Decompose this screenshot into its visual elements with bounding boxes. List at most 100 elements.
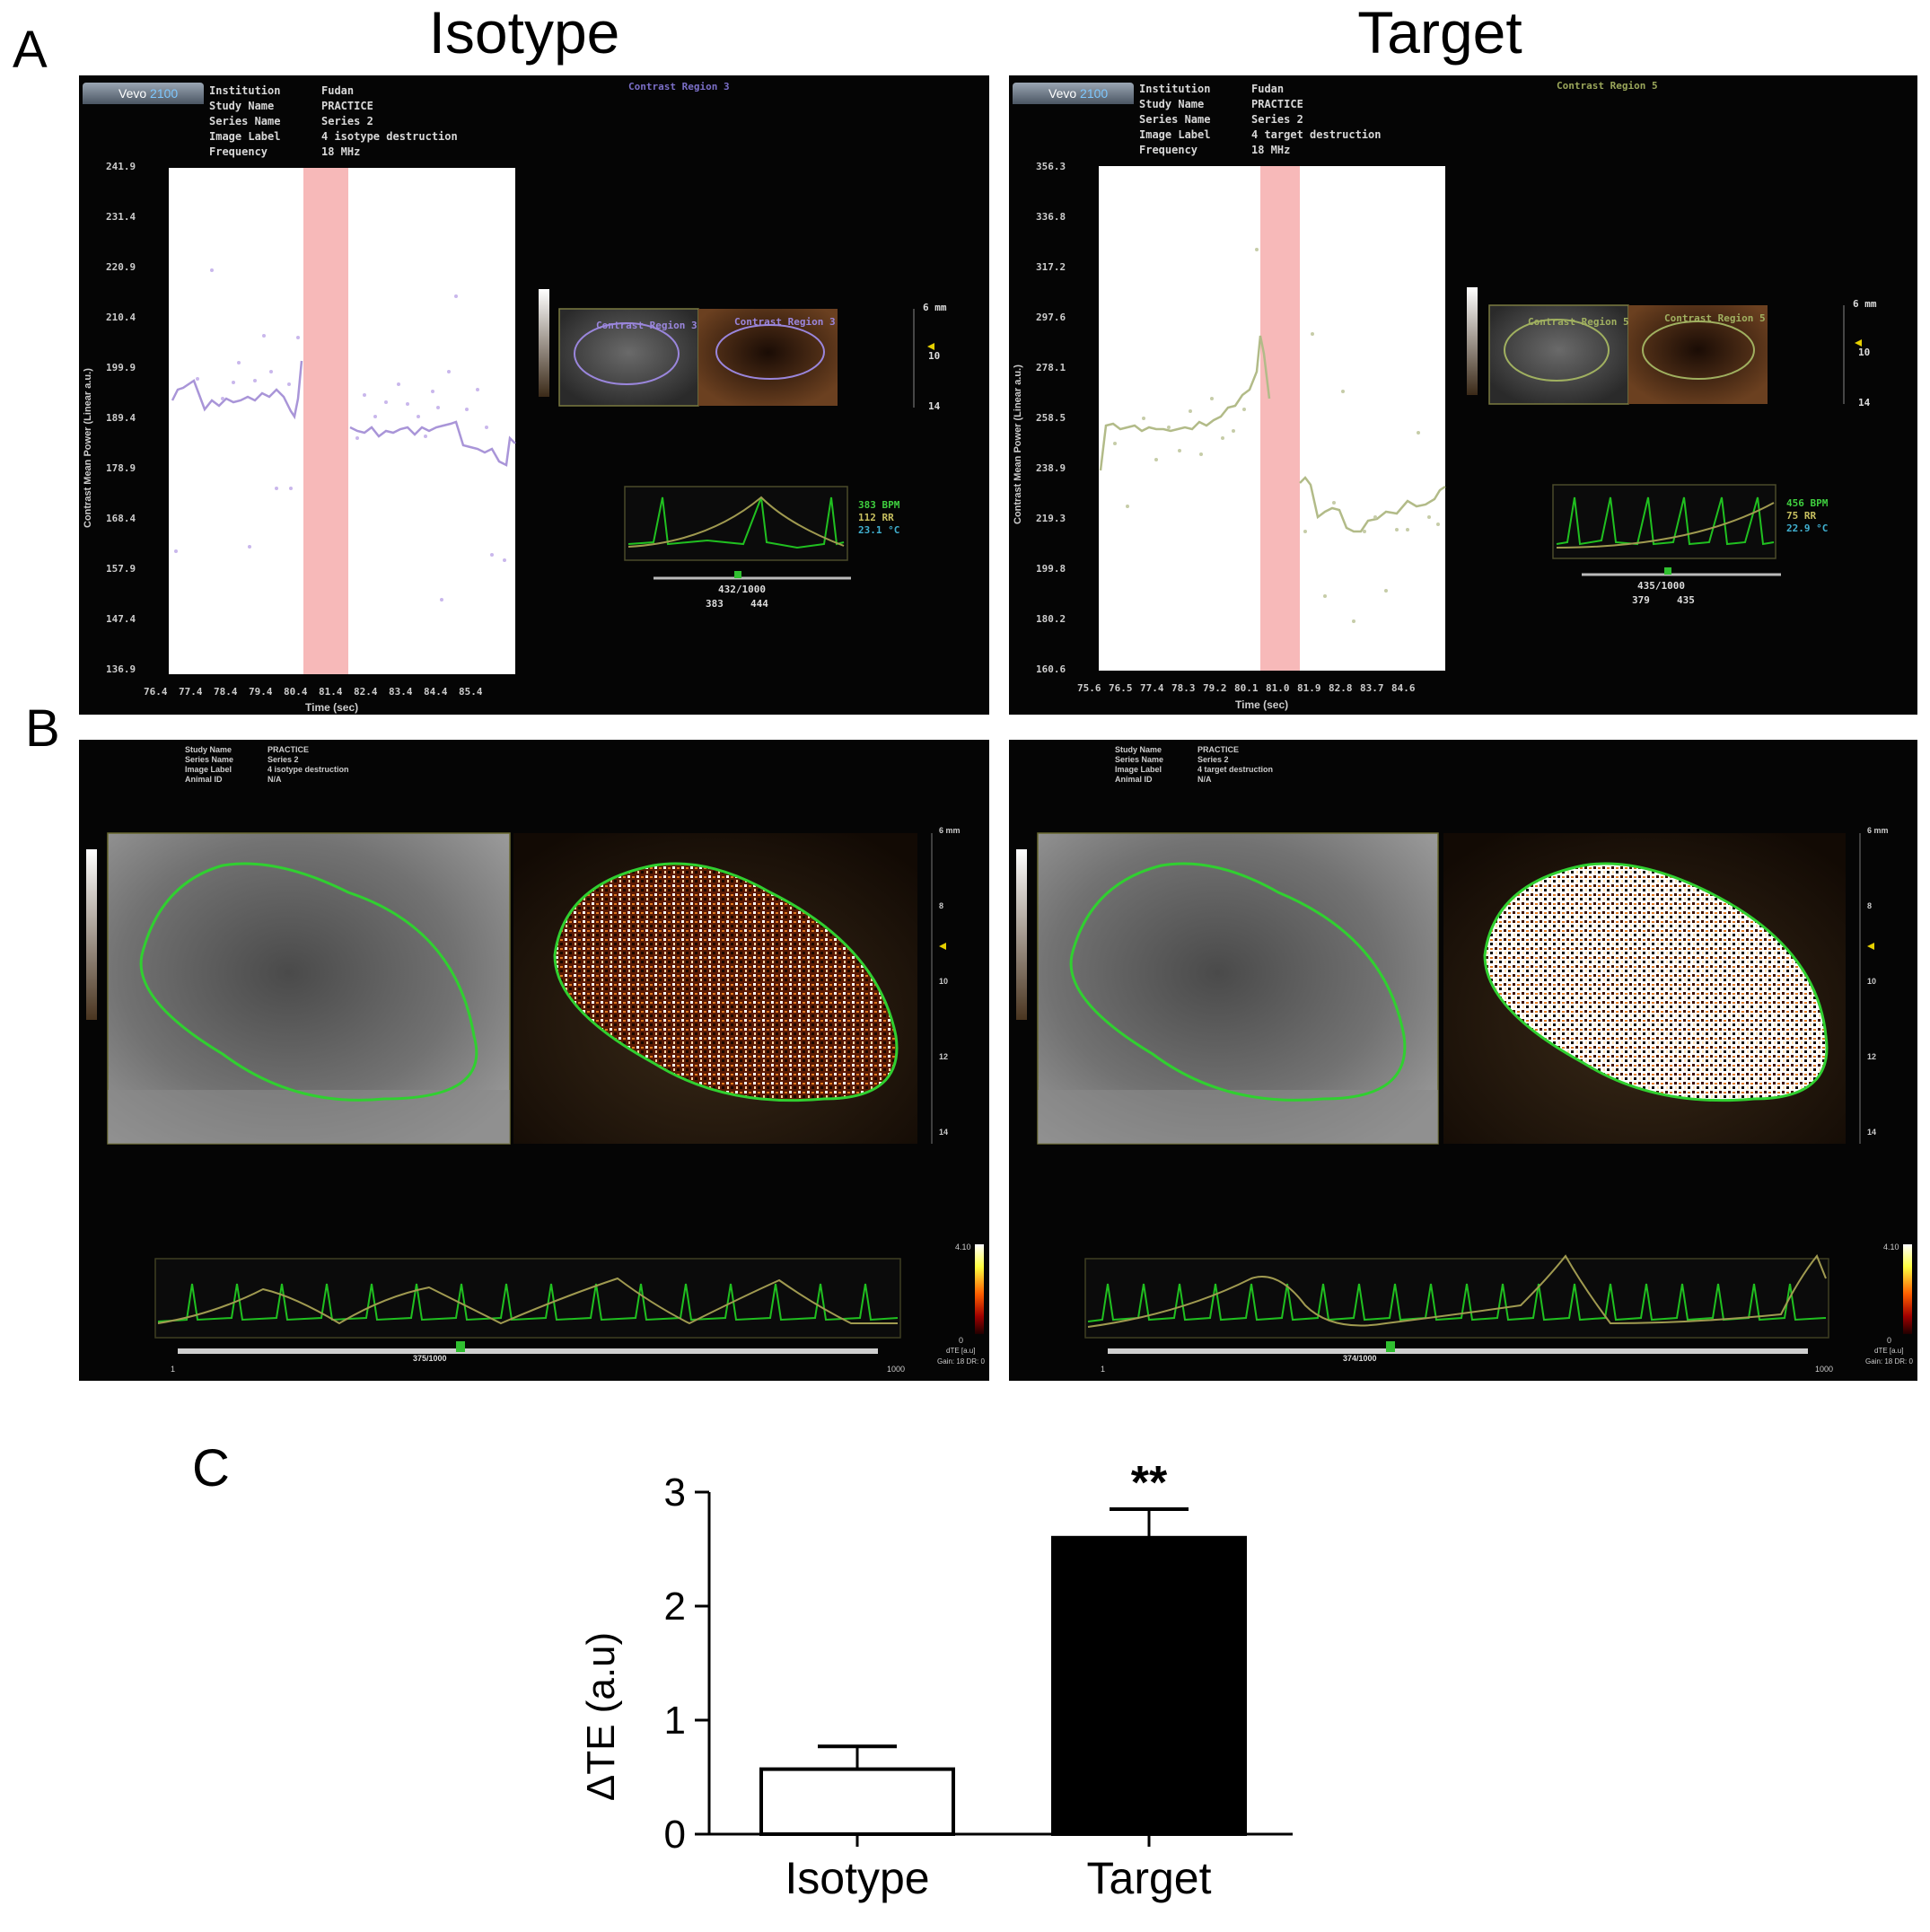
- timeline-end: 1000: [1815, 1365, 1834, 1374]
- bar-chart: ** 0 1 2 3 Isotype Target ΔTE (a.u): [579, 1457, 1293, 1903]
- depth-scale: 6 mm 8 10 12 14: [939, 826, 961, 1137]
- depth-label-bottom: 14: [928, 400, 941, 412]
- chart-ticks: 0 1 2 3 Isotype Target: [664, 1471, 1212, 1903]
- cine-timeline: [178, 1348, 878, 1354]
- roi-outline-bmode: [139, 862, 478, 1102]
- gain-readout: Gain: 18 DR: 0: [1865, 1357, 1913, 1366]
- trace-pre: [1099, 335, 1271, 471]
- chart-bars: **: [759, 1457, 1247, 1837]
- vevo-logo: Vevo 2100: [1013, 83, 1134, 104]
- study-info: Institution Fudan Study Name PRACTICE Seri…: [209, 84, 458, 158]
- cine-marker: [456, 1341, 465, 1352]
- destruction-band: [1260, 166, 1300, 671]
- roi-label-bmode: Contrast Region 3: [596, 320, 697, 331]
- gain-readout: Gain: 18 DR: 0: [937, 1357, 985, 1366]
- ultrasound-screen-target: Vevo 2100 Institution Fudan Study Name PRA…: [1009, 75, 1917, 715]
- column-title-target: Target: [1357, 0, 1522, 66]
- y-tick-label: 1: [664, 1699, 686, 1743]
- frame-counter: 435/1000: [1637, 580, 1685, 592]
- ultrasound-screen-isotype: Vevo 2100 Institution Fudan Study Name PRA…: [79, 75, 989, 715]
- frame-range-end: 435: [1677, 594, 1695, 606]
- time-intensity-plot: [169, 168, 934, 674]
- y-axis-label: ΔTE (a.u): [579, 1632, 623, 1801]
- frame-range-start: 379: [1632, 594, 1650, 606]
- frame-range-end: 444: [750, 598, 768, 610]
- panel-label-b: B: [25, 699, 60, 758]
- panel-label-c: C: [192, 1439, 230, 1497]
- x-tick-label: Target: [1087, 1853, 1212, 1903]
- x-tick-labels: 76.4 77.4 78.4 79.4 80.4 81.4 82.4 83.4 …: [144, 686, 483, 698]
- colorbar-max: 4.10: [955, 1243, 971, 1251]
- time-intensity-plot: [1099, 166, 1862, 671]
- timeline-end: 1000: [887, 1365, 906, 1374]
- cine-marker: [1664, 567, 1671, 575]
- colorbar-min: 0: [1887, 1336, 1892, 1345]
- study-info: Institution Fudan Study Name PRACTICE Seri…: [1139, 83, 1382, 156]
- colorbar-unit: dTE [a.u]: [946, 1347, 976, 1355]
- frame-counter: 375/1000: [413, 1354, 447, 1363]
- respiration-trace: [1087, 1254, 1827, 1328]
- y-tick-label: 2: [664, 1585, 686, 1629]
- respiration-trace: [157, 1277, 898, 1325]
- roi-label-contrast: Contrast Region 3: [734, 316, 836, 328]
- x-tick-label: Isotype: [785, 1853, 929, 1903]
- depth-label-bottom: 14: [1858, 397, 1871, 408]
- bar-target: [1051, 1535, 1247, 1837]
- scatter-points: [1113, 248, 1440, 623]
- colorbar-unit: dTE [a.u]: [1874, 1347, 1904, 1355]
- parametric-images: [1016, 832, 1912, 1354]
- trace-post: [1299, 476, 1446, 533]
- roi-label-bmode: Contrast Region 5: [1528, 316, 1629, 328]
- frame-counter: 374/1000: [1343, 1354, 1377, 1363]
- contrast-region-title: Contrast Region 5: [1557, 80, 1658, 92]
- depth-label-top: 6 mm: [1853, 298, 1877, 310]
- ecg-rr: 75 RR: [1786, 510, 1817, 522]
- frame-counter: 432/1000: [718, 584, 766, 595]
- x-axis-label: Time (sec): [1235, 698, 1289, 711]
- depth-label-mid: 10: [1858, 347, 1871, 358]
- ecg-trace: [1087, 1283, 1827, 1322]
- b-mode-thumbnail: [1488, 304, 1629, 405]
- ecg-bpm: 383 BPM: [858, 499, 900, 511]
- study-info: Study Name PRACTICE Series Name Series 2 I…: [1115, 745, 1274, 784]
- ecg-bpm: 456 BPM: [1786, 497, 1829, 509]
- dte-colorbar: [1903, 1244, 1912, 1334]
- vevo-logo: Vevo 2100: [83, 83, 204, 104]
- ecg-temp: 23.1 °C: [858, 524, 900, 536]
- study-info: Study Name PRACTICE Series Name Series 2 I…: [185, 745, 349, 784]
- column-title-isotype: Isotype: [428, 0, 620, 66]
- colorbar-min: 0: [959, 1336, 964, 1345]
- roi-outline-contrast: [1483, 862, 1829, 1102]
- parametric-images: [86, 832, 984, 1354]
- roi-outline-contrast: [553, 862, 899, 1102]
- panel-label-a: A: [13, 21, 48, 79]
- trace-pre: [171, 360, 303, 420]
- ecg-box: [1084, 1258, 1829, 1339]
- colorbar-max: 4.10: [1883, 1243, 1899, 1251]
- destruction-band: [303, 168, 348, 674]
- timeline-start: 1: [1101, 1365, 1106, 1374]
- x-axis-label: Time (sec): [305, 701, 359, 714]
- x-tick-labels: 75.6 76.5 77.4 78.3 79.2 80.1 81.0 81.9 …: [1077, 682, 1416, 694]
- depth-label-mid: 10: [928, 350, 941, 362]
- cine-timeline: [1108, 1348, 1808, 1354]
- ecg-rr: 112 RR: [858, 512, 894, 523]
- respiration-trace: [627, 496, 845, 548]
- ecg-box: [154, 1258, 901, 1339]
- dte-colorbar: [975, 1244, 984, 1334]
- respiration-trace: [1556, 502, 1775, 549]
- y-tick-label: 3: [664, 1471, 686, 1515]
- scatter-points: [174, 268, 506, 602]
- roi-label-contrast: Contrast Region 5: [1664, 312, 1766, 324]
- ecg-temp: 22.9 °C: [1786, 523, 1829, 534]
- parametric-screen-isotype: Study Name PRACTICE Series Name Series 2 I…: [79, 740, 989, 1381]
- significance-marker: **: [1131, 1457, 1168, 1509]
- y-tick-label: 0: [664, 1813, 686, 1857]
- ecg-trace: [1556, 496, 1775, 546]
- depth-scale: 6 mm 8 10 12 14: [1867, 826, 1889, 1137]
- contrast-region-title: Contrast Region 3: [628, 81, 730, 92]
- ecg-trace: [157, 1283, 899, 1322]
- parametric-screen-target: Study Name PRACTICE Series Name Series 2 I…: [1009, 740, 1917, 1381]
- timeline-start: 1: [171, 1365, 176, 1374]
- trace-post: [349, 420, 516, 467]
